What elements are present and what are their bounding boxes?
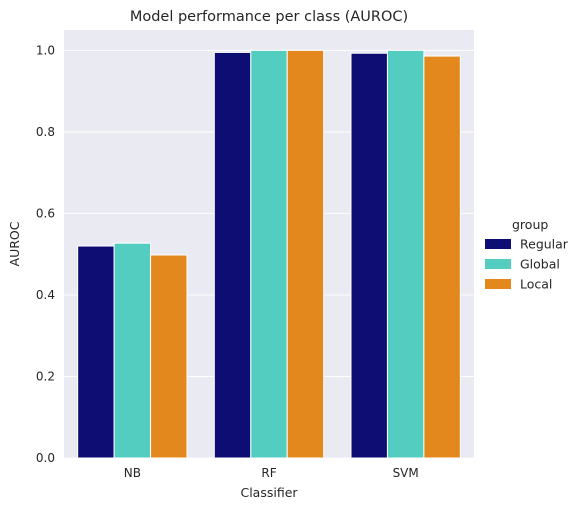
x-tick-label: SVM bbox=[393, 466, 419, 480]
bar-regular-nb bbox=[77, 245, 115, 459]
y-tick-label: 0.0 bbox=[36, 451, 55, 465]
bars bbox=[77, 49, 461, 459]
x-axis-ticks: NB RF SVM bbox=[124, 466, 419, 480]
legend-swatch-regular bbox=[485, 239, 511, 249]
legend-swatch-local bbox=[485, 279, 511, 289]
y-tick-label: 0.2 bbox=[36, 369, 55, 383]
bar-local-svm bbox=[423, 55, 461, 459]
chart-title: Model performance per class (AUROC) bbox=[130, 9, 408, 25]
legend-swatch-global bbox=[485, 259, 511, 269]
bar-regular-svm bbox=[350, 52, 388, 459]
x-axis-label: Classifier bbox=[240, 485, 298, 500]
legend-label-global: Global bbox=[520, 257, 560, 272]
y-tick-label: 0.4 bbox=[36, 288, 55, 302]
y-axis-ticks: 0.0 0.2 0.4 0.6 0.8 1.0 bbox=[36, 43, 55, 465]
y-tick-label: 0.6 bbox=[36, 206, 55, 220]
y-tick-label: 0.8 bbox=[36, 125, 55, 139]
legend-label-local: Local bbox=[520, 277, 552, 292]
x-tick-label: NB bbox=[124, 466, 141, 480]
y-axis-label: AUROC bbox=[7, 221, 22, 266]
bar-regular-rf bbox=[213, 51, 252, 459]
legend: group Regular Global Local bbox=[485, 217, 569, 292]
bar-local-rf bbox=[286, 49, 325, 459]
x-tick-label: RF bbox=[261, 466, 276, 480]
bar-local-nb bbox=[150, 254, 188, 459]
bar-global-svm bbox=[386, 49, 425, 459]
bar-global-rf bbox=[250, 49, 288, 459]
y-tick-label: 1.0 bbox=[36, 43, 55, 57]
legend-label-regular: Regular bbox=[520, 237, 569, 252]
bar-global-nb bbox=[113, 242, 152, 459]
legend-title: group bbox=[512, 217, 548, 232]
